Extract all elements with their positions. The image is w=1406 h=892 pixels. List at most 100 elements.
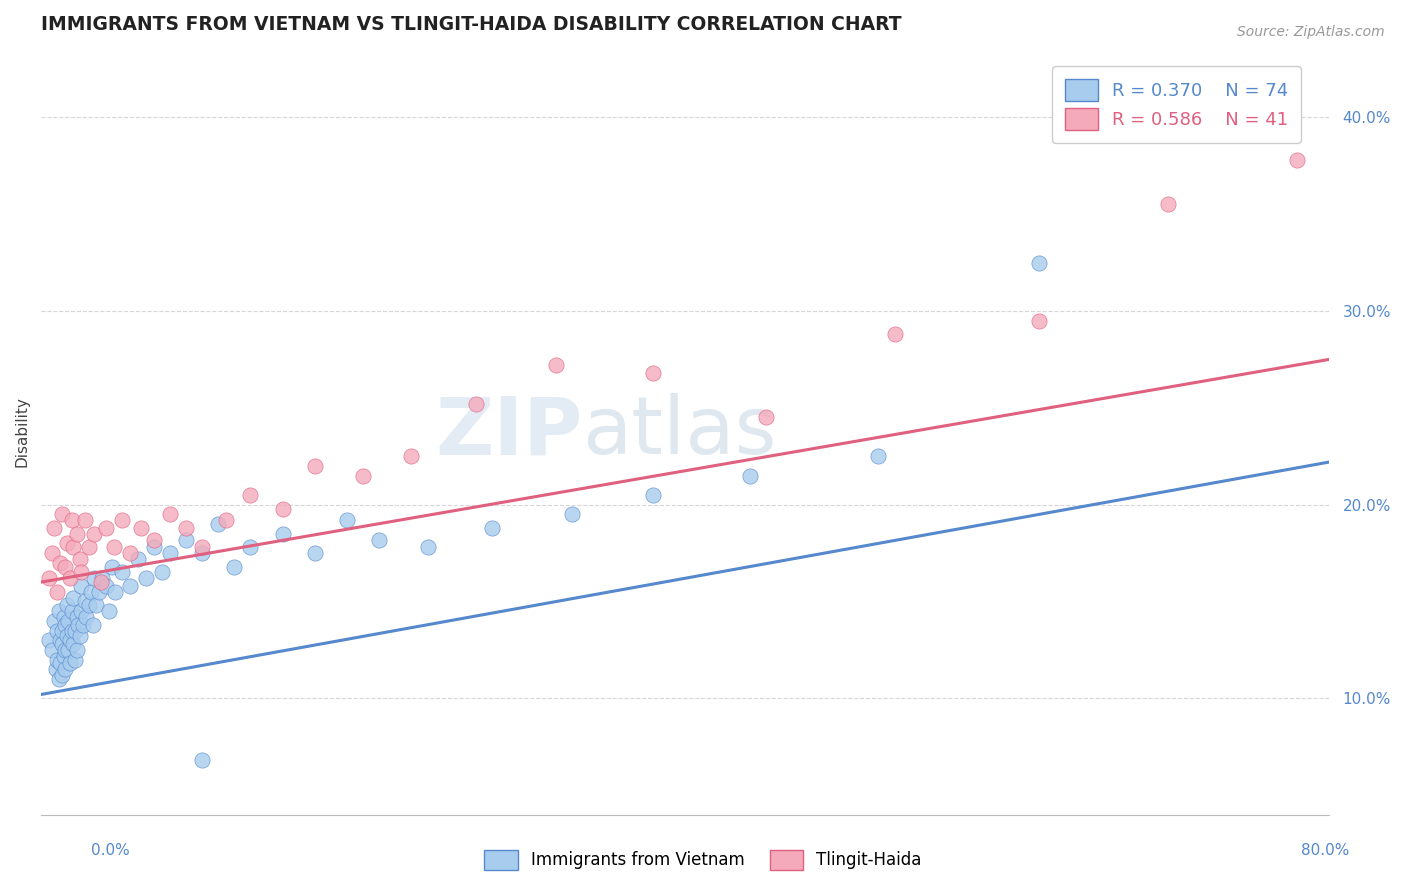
Point <box>103 541 125 555</box>
Text: Source: ZipAtlas.com: Source: ZipAtlas.com <box>1237 25 1385 39</box>
Point <box>38 571 60 585</box>
Point <box>111 566 134 580</box>
Point <box>84 599 107 613</box>
Point <box>401 449 423 463</box>
Point <box>53 617 76 632</box>
Point <box>174 533 197 547</box>
Point <box>159 546 181 560</box>
Point <box>271 526 294 541</box>
Point <box>56 629 79 643</box>
Point <box>90 575 112 590</box>
Legend: Immigrants from Vietnam, Tlingit-Haida: Immigrants from Vietnam, Tlingit-Haida <box>478 843 928 877</box>
Y-axis label: Disability: Disability <box>15 397 30 467</box>
Point <box>65 643 87 657</box>
Point <box>82 617 104 632</box>
Point <box>464 397 486 411</box>
Text: 0.0%: 0.0% <box>91 843 131 858</box>
Point <box>45 662 67 676</box>
Point <box>51 624 73 638</box>
Point <box>52 648 75 663</box>
Point <box>58 614 80 628</box>
Point <box>63 624 86 638</box>
Point <box>1157 197 1180 211</box>
Point <box>97 604 120 618</box>
Point <box>191 546 214 560</box>
Point <box>46 652 69 666</box>
Point <box>1286 153 1309 167</box>
Point <box>56 536 79 550</box>
Point <box>60 624 83 638</box>
Point <box>59 633 82 648</box>
Point <box>94 521 117 535</box>
Point <box>142 533 165 547</box>
Point <box>59 571 82 585</box>
Point <box>53 662 76 676</box>
Point <box>191 541 214 555</box>
Point <box>67 617 90 632</box>
Text: 80.0%: 80.0% <box>1302 843 1350 858</box>
Point <box>868 449 890 463</box>
Point <box>72 617 94 632</box>
Point <box>48 672 70 686</box>
Point <box>83 526 105 541</box>
Point <box>41 643 63 657</box>
Point <box>79 541 101 555</box>
Point <box>69 629 91 643</box>
Point <box>883 327 905 342</box>
Point <box>215 513 238 527</box>
Point <box>51 668 73 682</box>
Point <box>118 579 141 593</box>
Point <box>91 571 114 585</box>
Point <box>42 521 65 535</box>
Point <box>127 552 149 566</box>
Point <box>62 541 84 555</box>
Point <box>174 521 197 535</box>
Point <box>53 559 76 574</box>
Point <box>101 559 124 574</box>
Point <box>73 513 96 527</box>
Point <box>111 513 134 527</box>
Point <box>60 513 83 527</box>
Point <box>304 458 326 473</box>
Point <box>118 546 141 560</box>
Point <box>191 753 214 767</box>
Point <box>83 571 105 585</box>
Point <box>69 552 91 566</box>
Point <box>1028 255 1050 269</box>
Point <box>51 508 73 522</box>
Point <box>755 410 778 425</box>
Point <box>59 657 82 671</box>
Point <box>46 584 69 599</box>
Point <box>62 637 84 651</box>
Point <box>271 501 294 516</box>
Point <box>239 488 262 502</box>
Point <box>60 604 83 618</box>
Point <box>150 566 173 580</box>
Point <box>481 521 503 535</box>
Point <box>73 594 96 608</box>
Point <box>62 591 84 605</box>
Point <box>738 468 761 483</box>
Point <box>352 468 374 483</box>
Point <box>49 556 72 570</box>
Point <box>104 584 127 599</box>
Point <box>65 526 87 541</box>
Point <box>49 657 72 671</box>
Point <box>142 541 165 555</box>
Point <box>70 604 93 618</box>
Text: atlas: atlas <box>582 393 776 471</box>
Point <box>52 610 75 624</box>
Point <box>1028 313 1050 327</box>
Point <box>46 624 69 638</box>
Point <box>70 566 93 580</box>
Point <box>41 546 63 560</box>
Point <box>51 637 73 651</box>
Point <box>58 643 80 657</box>
Point <box>94 579 117 593</box>
Point <box>75 610 97 624</box>
Text: ZIP: ZIP <box>434 393 582 471</box>
Point <box>80 584 103 599</box>
Point <box>63 652 86 666</box>
Point <box>38 633 60 648</box>
Point <box>224 559 246 574</box>
